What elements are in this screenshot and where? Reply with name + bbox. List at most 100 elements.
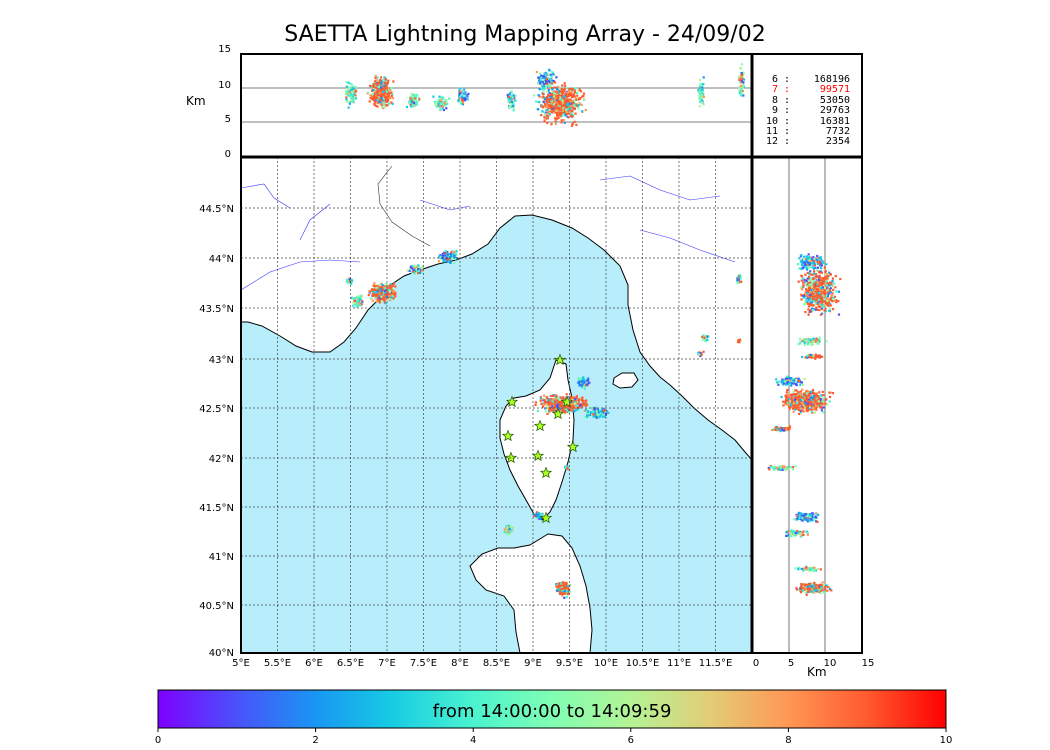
station-star-icon (531, 449, 545, 462)
station-star-icon (560, 395, 574, 408)
station-level: 12 (765, 136, 778, 148)
station-star-icon (566, 440, 580, 453)
station-separator: : (783, 136, 791, 148)
altitude-tick-label: 0 (225, 149, 231, 160)
lon-tick-label: 5°E (232, 658, 250, 669)
river-line (241, 259, 361, 291)
station-star-icon (539, 466, 553, 479)
colorbar-tick-label: 10 (940, 735, 953, 746)
colorbar-tick-label: 0 (155, 735, 161, 746)
stats-panel (752, 54, 862, 157)
altitude-bg (241, 54, 752, 157)
river-line (599, 175, 721, 201)
station-level: 8 (771, 94, 778, 106)
station-star-icon (551, 407, 565, 420)
lon-tick-label: 5.5°E (264, 658, 291, 669)
colorbar-ticks: 0 2 4 6 8 10 (155, 728, 953, 746)
lon-tick-label: 10°E (594, 658, 618, 669)
station-star-icon (533, 419, 547, 432)
side-altitude-panel (752, 157, 862, 653)
station-count: 99571 (819, 84, 850, 96)
river-line (639, 229, 736, 263)
station-star-icon (539, 511, 553, 524)
station-level: 9 (771, 105, 778, 117)
altitude-tick-label: 15 (218, 44, 231, 55)
lon-tick-label: 6°E (305, 658, 323, 669)
station-count: 7732 (825, 126, 850, 138)
station-separator: : (783, 94, 791, 106)
station-count: 16381 (819, 115, 850, 127)
lat-tick-label: 40.5°N (199, 601, 234, 612)
lon-tick-label: 7.5°E (410, 658, 437, 669)
lat-tick-label: 42°N (209, 454, 234, 465)
lat-tick-label: 41.5°N (199, 503, 234, 514)
altitude-tick-label: 5 (225, 114, 231, 125)
lon-tick-label: 10.5°E (626, 658, 660, 669)
altitude-lightning-points (344, 63, 746, 127)
station-separator: : (783, 74, 791, 85)
side-tick-label: 5 (788, 658, 794, 669)
side-tick-label: 10 (824, 658, 837, 669)
colorbar (157, 689, 947, 729)
station-separator: : (783, 84, 791, 96)
station-level: 11 (765, 126, 778, 138)
lon-tick-label: 6.5°E (337, 658, 364, 669)
side-tick-label: 15 (862, 658, 875, 669)
station-star-icon (504, 451, 518, 464)
lat-tick-label: 43°N (209, 355, 234, 366)
lon-tick-label: 7°E (378, 658, 396, 669)
station-count: 29763 (819, 105, 850, 117)
altitude-tick-label: 10 (218, 80, 231, 91)
river-line (419, 199, 471, 211)
station-count-table: 6:168196 7:99571 8:53050 9:29763 10:16381 11:… (756, 74, 856, 148)
station-level: 6 (771, 74, 778, 85)
lon-tick-label: 11.5°E (699, 658, 733, 669)
lon-tick-label: 8.5°E (483, 658, 510, 669)
colorbar-tick-label: 8 (785, 735, 791, 746)
sardinia-island (469, 533, 593, 653)
station-count-row: 8: 53050 (756, 94, 856, 106)
side-tick-label: 0 (753, 658, 759, 669)
river-line (241, 183, 291, 209)
longitude-ticks: 5°E 5.5°E 6°E 6.5°E 7°E 7.5°E 8°E 8.5°E 9°E 9.5°E… (232, 658, 732, 669)
altitude-ylabel: Km (186, 94, 206, 108)
map-panel (241, 157, 752, 653)
station-separator: : (783, 126, 791, 138)
station-count: 53050 (819, 94, 850, 106)
colorbar-tick-label: 4 (470, 735, 476, 746)
station-count: 2354 (825, 136, 850, 148)
station-level: 7 (771, 84, 778, 96)
station-star-icon (505, 395, 519, 408)
lat-tick-label: 44°N (209, 254, 234, 265)
lon-tick-label: 11°E (667, 658, 691, 669)
station-count: 168196 (813, 74, 850, 85)
map-gridlines (241, 157, 752, 653)
station-level: 10 (765, 115, 778, 127)
lon-tick-label: 9.5°E (556, 658, 583, 669)
altitude-panel (241, 54, 752, 157)
side-x-ticks: 0 5 10 15 (753, 658, 875, 669)
station-count-row: 11: 7732 (756, 126, 856, 138)
lon-tick-label: 9°E (524, 658, 542, 669)
altitude-y-ticks: 15 10 5 0 (218, 44, 231, 160)
station-star-icon (553, 353, 567, 366)
panel-borders (240, 53, 863, 654)
border-line (377, 165, 431, 247)
elba-island (612, 372, 639, 389)
station-count-row: 9: 29763 (756, 105, 856, 117)
colorbar-tick-label: 6 (628, 735, 634, 746)
lat-tick-label: 44.5°N (199, 204, 234, 215)
lat-tick-label: 42.5°N (199, 404, 234, 415)
lat-tick-label: 41°N (209, 552, 234, 563)
side-lightning-points (752, 253, 842, 596)
station-count-row: 6: 168196 (756, 74, 856, 85)
lat-tick-label: 43.5°N (199, 304, 234, 315)
station-count-row: 7: 99571 (756, 84, 856, 96)
lon-tick-label: 8°E (451, 658, 469, 669)
station-separator: : (783, 115, 791, 127)
station-count-row: 10: 16381 (756, 115, 856, 127)
station-markers (501, 353, 580, 524)
side-xlabel: Km (807, 665, 827, 679)
station-star-icon (501, 429, 515, 442)
